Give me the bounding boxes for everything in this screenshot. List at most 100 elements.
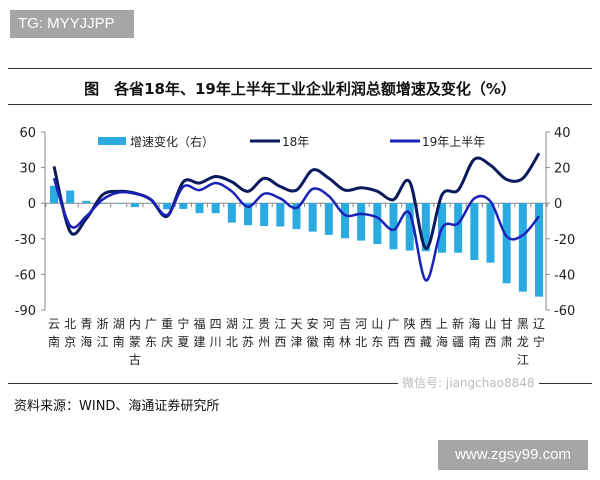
category-label: 内 bbox=[129, 317, 141, 331]
bar bbox=[454, 203, 463, 253]
category-label: 蒙 bbox=[129, 335, 141, 349]
chart-title: 图 各省18年、19年上半年工业企业利润总额增速及变化（%） bbox=[84, 80, 516, 98]
category-label: 西 bbox=[274, 335, 286, 349]
category-label: 林 bbox=[339, 335, 351, 349]
bar bbox=[373, 203, 382, 244]
category-label: 江 bbox=[96, 335, 108, 349]
bar bbox=[195, 203, 204, 214]
category-label: 广 bbox=[387, 317, 399, 331]
bar bbox=[82, 200, 91, 204]
category-label: 四 bbox=[210, 317, 222, 331]
bar bbox=[227, 203, 236, 223]
category-label: 徽 bbox=[307, 334, 319, 349]
category-label: 东 bbox=[145, 335, 157, 349]
category-label: 藏 bbox=[420, 335, 432, 349]
legend-label: 增速变化（右） bbox=[130, 134, 214, 149]
category-label: 南 bbox=[48, 334, 60, 349]
category-label: 北 bbox=[355, 335, 367, 349]
category-label: 陕 bbox=[404, 316, 416, 331]
category-label: 辽 bbox=[533, 317, 545, 331]
category-label: 天 bbox=[290, 317, 302, 331]
left-tick-label: 0 bbox=[28, 197, 36, 212]
category-label: 江 bbox=[242, 317, 254, 331]
bar bbox=[276, 203, 285, 227]
bar bbox=[324, 203, 333, 235]
bar bbox=[130, 203, 139, 208]
category-label: 建 bbox=[193, 335, 205, 349]
bar bbox=[535, 203, 543, 297]
bar bbox=[518, 203, 527, 292]
bar bbox=[308, 203, 317, 232]
category-label: 龙 bbox=[517, 335, 529, 349]
site-watermark: www.zgsy99.com bbox=[438, 440, 588, 470]
category-label: 湖 bbox=[226, 316, 238, 331]
bar bbox=[66, 190, 75, 204]
bar bbox=[163, 203, 172, 210]
category-label: 宁 bbox=[533, 334, 545, 349]
left-tick-label: 30 bbox=[19, 162, 36, 177]
category-label: 吉 bbox=[339, 317, 351, 331]
category-label: 河 bbox=[355, 317, 367, 331]
category-label: 黑 bbox=[517, 317, 529, 331]
category-label: 福 bbox=[193, 316, 205, 331]
bar bbox=[114, 203, 123, 204]
right-tick-label: -40 bbox=[554, 268, 575, 283]
legend-swatch bbox=[98, 137, 126, 145]
category-label: 北 bbox=[226, 335, 238, 349]
title-rule bbox=[8, 104, 592, 105]
left-tick-label: -60 bbox=[15, 268, 36, 283]
category-label: 西 bbox=[420, 317, 432, 331]
category-label: 南 bbox=[113, 334, 125, 349]
category-label: 东 bbox=[371, 335, 383, 349]
chart: 60300-30-60-9040200-20-40-60云南北京青海浙江湖南内蒙… bbox=[15, 126, 575, 367]
category-label: 安 bbox=[307, 316, 319, 331]
top-rule bbox=[8, 68, 592, 69]
bar bbox=[147, 203, 155, 204]
category-label: 甘 bbox=[501, 317, 513, 331]
category-label: 江 bbox=[274, 317, 286, 331]
line-18 bbox=[52, 152, 541, 250]
bar bbox=[486, 203, 495, 263]
category-label: 肃 bbox=[501, 335, 513, 349]
right-tick-label: 0 bbox=[554, 197, 562, 212]
line-19h1 bbox=[52, 177, 540, 282]
category-label: 庆 bbox=[161, 335, 173, 349]
category-label: 疆 bbox=[452, 335, 464, 349]
bar bbox=[211, 203, 220, 214]
category-label: 夏 bbox=[177, 335, 189, 349]
category-label: 津 bbox=[290, 335, 302, 349]
bar bbox=[98, 203, 107, 204]
bar bbox=[421, 203, 430, 252]
category-label: 北 bbox=[64, 317, 76, 331]
category-label: 州 bbox=[258, 335, 270, 349]
category-label: 南 bbox=[323, 334, 335, 349]
left-tick-label: 60 bbox=[19, 126, 36, 141]
category-label: 海 bbox=[436, 334, 448, 349]
right-tick-label: 20 bbox=[554, 162, 571, 177]
bar bbox=[389, 203, 398, 250]
bar bbox=[244, 203, 252, 226]
category-label: 新 bbox=[452, 316, 464, 331]
category-label: 重 bbox=[161, 317, 173, 331]
category-label: 山 bbox=[484, 317, 496, 331]
bar bbox=[470, 203, 479, 260]
source-note: 资料来源：WIND、海通证券研究所 bbox=[14, 399, 220, 414]
category-label: 湖 bbox=[113, 316, 125, 331]
right-tick-label: -60 bbox=[554, 304, 575, 319]
category-label: 京 bbox=[64, 335, 76, 349]
bar bbox=[357, 203, 366, 241]
bar bbox=[502, 203, 511, 284]
category-label: 西 bbox=[404, 335, 416, 349]
left-tick-label: -90 bbox=[15, 304, 36, 319]
category-label: 浙 bbox=[96, 317, 108, 331]
bar bbox=[405, 203, 414, 251]
left-tick-label: -30 bbox=[15, 233, 36, 248]
category-label: 山 bbox=[371, 317, 383, 331]
category-label: 河 bbox=[323, 317, 335, 331]
legend-label: 18年 bbox=[282, 135, 309, 149]
category-label: 南 bbox=[468, 334, 480, 349]
bar bbox=[260, 203, 269, 226]
category-label: 海 bbox=[468, 316, 480, 331]
category-label: 上 bbox=[436, 317, 448, 331]
category-label: 川 bbox=[210, 335, 222, 349]
